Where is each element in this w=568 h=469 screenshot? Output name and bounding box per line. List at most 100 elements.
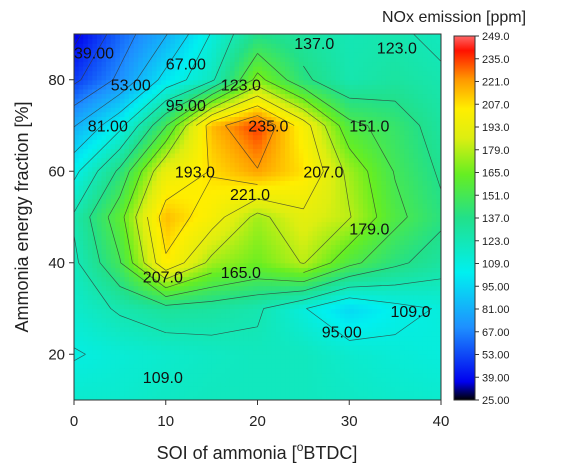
heat-cell xyxy=(298,230,304,236)
heat-cell xyxy=(234,157,240,163)
heat-cell xyxy=(248,102,254,108)
heat-cell xyxy=(161,171,167,177)
heat-cell xyxy=(96,381,103,387)
heat-cell xyxy=(142,66,148,72)
heat-cell xyxy=(151,52,158,58)
heat-cell xyxy=(147,47,153,53)
heat-cell xyxy=(312,253,318,259)
heat-cell xyxy=(170,93,176,99)
heat-cell xyxy=(294,285,300,291)
heat-cell xyxy=(271,335,277,342)
heat-cell xyxy=(74,134,80,140)
heat-cell xyxy=(330,184,337,191)
heat-cell xyxy=(303,47,309,53)
heat-cell xyxy=(202,212,208,218)
heat-cell xyxy=(317,93,323,99)
heat-cell xyxy=(124,258,130,264)
heat-cell xyxy=(101,111,107,117)
heat-cell xyxy=(184,98,190,104)
heat-cell xyxy=(142,34,148,40)
heat-cell xyxy=(229,367,236,374)
heat-cell xyxy=(124,395,130,400)
heat-cell xyxy=(161,335,167,342)
heat-cell xyxy=(124,134,130,140)
heat-cell xyxy=(78,345,84,351)
heat-cell xyxy=(110,281,116,287)
heat-cell xyxy=(243,175,249,181)
heat-cell xyxy=(312,276,318,282)
heat-cell xyxy=(307,180,314,186)
heat-cell xyxy=(193,75,199,81)
heat-cell xyxy=(197,390,204,397)
heat-cell xyxy=(161,61,167,67)
heat-cell xyxy=(92,372,98,378)
heat-cell xyxy=(243,276,249,282)
heat-cell xyxy=(170,235,176,241)
heat-cell xyxy=(266,75,272,81)
heat-cell xyxy=(193,267,199,273)
heat-cell xyxy=(78,390,84,397)
heat-cell xyxy=(133,345,139,351)
heat-cell xyxy=(275,340,282,346)
heat-cell xyxy=(110,345,116,351)
heat-cell xyxy=(349,61,355,67)
heat-cell xyxy=(147,70,153,76)
heat-cell xyxy=(275,390,282,397)
heat-cell xyxy=(353,56,360,63)
heat-cell xyxy=(225,299,231,305)
heat-cell xyxy=(271,239,277,246)
heat-cell xyxy=(115,66,121,72)
heat-cell xyxy=(78,230,84,236)
heat-cell xyxy=(349,56,355,63)
heat-cell xyxy=(188,194,194,200)
heat-cell xyxy=(326,171,332,177)
heat-cell xyxy=(298,194,304,200)
heat-cell xyxy=(257,249,263,255)
heat-cell xyxy=(307,75,314,81)
heat-cell xyxy=(326,79,332,85)
heat-cell xyxy=(307,281,314,287)
heat-cell xyxy=(124,367,130,374)
heat-cell xyxy=(266,235,272,241)
heat-cell xyxy=(294,322,300,328)
heat-cell xyxy=(225,395,231,400)
heat-cell xyxy=(303,130,309,136)
heat-cell xyxy=(220,377,226,383)
heat-cell xyxy=(165,207,171,214)
heat-cell xyxy=(115,235,121,241)
heat-cell xyxy=(326,281,332,287)
heat-cell xyxy=(303,308,309,314)
heat-cell xyxy=(92,43,98,49)
heat-cell xyxy=(138,363,144,369)
heat-cell xyxy=(344,47,350,53)
heat-cell xyxy=(110,299,116,305)
heat-cell xyxy=(220,345,226,351)
heat-cell xyxy=(207,88,213,95)
heat-cell xyxy=(257,93,263,99)
heat-cell xyxy=(211,358,217,364)
heat-cell xyxy=(151,111,158,117)
heat-cell xyxy=(188,340,194,346)
heat-cell xyxy=(298,184,304,191)
heat-cell xyxy=(161,56,167,63)
heat-cell xyxy=(349,203,355,209)
heat-cell xyxy=(110,162,116,168)
heat-cell xyxy=(243,390,249,397)
heat-cell xyxy=(266,290,272,296)
heat-cell xyxy=(271,267,277,273)
heat-cell xyxy=(147,390,153,397)
heat-cell xyxy=(129,381,135,387)
heat-cell xyxy=(119,134,126,140)
heat-cell xyxy=(138,203,144,209)
heat-cell xyxy=(161,230,167,236)
heat-cell xyxy=(106,120,112,127)
heat-cell xyxy=(83,367,89,374)
heat-cell xyxy=(138,345,144,351)
heat-cell xyxy=(225,230,231,236)
heat-cell xyxy=(262,217,268,223)
heat-cell xyxy=(349,276,355,282)
heat-cell xyxy=(266,38,272,44)
heat-cell xyxy=(298,367,304,374)
heat-cell xyxy=(74,175,80,181)
heat-cell xyxy=(124,239,130,246)
